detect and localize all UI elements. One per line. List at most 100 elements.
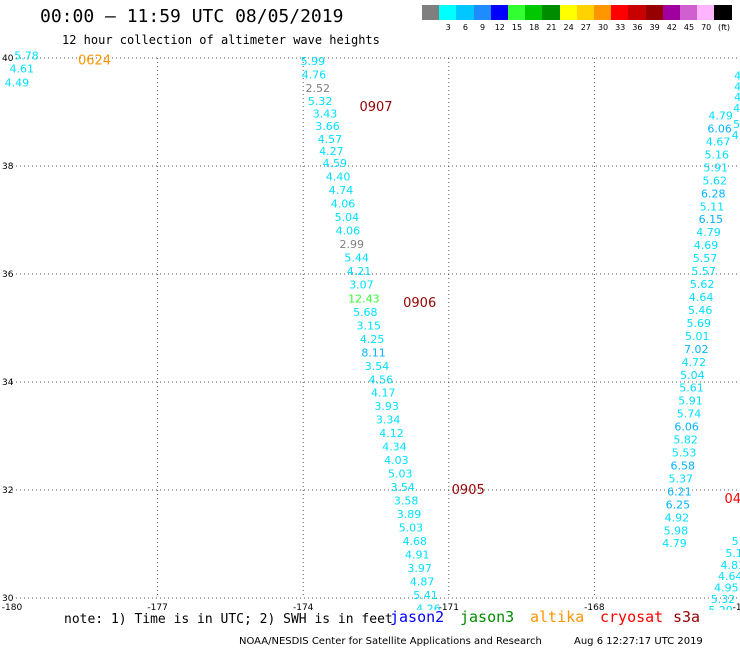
wave-height-value: 3.93 — [374, 400, 399, 413]
wave-height-value: 3.97 — [407, 562, 432, 575]
wave-height-value: 5.53 — [672, 447, 697, 460]
legend-unit-label: (ft) — [718, 23, 731, 32]
wave-height-value: 5.82 — [673, 434, 698, 447]
legend-label: 36 — [632, 23, 643, 32]
wave-height-value: 5.69 — [686, 317, 711, 330]
wave-height-value: 6.15 — [699, 213, 724, 226]
wave-height-value: 5.57 — [691, 265, 716, 278]
wave-height-value: 4.40 — [326, 171, 351, 184]
wave-height-value: 7.02 — [684, 343, 709, 356]
wave-height-value: 5.78 — [14, 50, 39, 63]
pass-time-label: 1 — [732, 609, 740, 610]
wave-height-value: 5.04 — [335, 211, 360, 224]
wave-height-value: 3.07 — [349, 279, 374, 292]
wave-height-value: 5.62 — [690, 278, 715, 291]
wave-height-value: 4.17 — [371, 387, 396, 400]
wave-height-value: 4 — [734, 70, 740, 83]
legend-swatch — [714, 5, 733, 20]
legend-label: 33 — [615, 23, 626, 32]
satellite-name-jason2: jason2 — [390, 608, 445, 626]
wave-height-value: 4.95 — [714, 582, 739, 595]
wave-height-value: 5.61 — [679, 382, 704, 395]
wave-height-value: 4.59 — [322, 157, 347, 170]
wave-height-value: 6.28 — [701, 187, 726, 200]
lon-tick-label: -171 — [439, 603, 459, 610]
wave-height-value: 4 — [732, 129, 739, 142]
legend-swatch — [542, 5, 561, 20]
lat-tick-label: 34 — [2, 378, 14, 388]
legend-label: 9 — [480, 23, 486, 32]
satellite-name-s3a: s3a — [673, 608, 701, 626]
legend-swatch — [473, 5, 492, 20]
wave-height-value: 5.62 — [703, 174, 728, 187]
legend-swatch — [439, 5, 458, 20]
legend-swatch — [594, 5, 612, 20]
legend-label: 21 — [546, 23, 557, 32]
wave-height-value: 5.32 — [711, 593, 736, 606]
wave-height-value: 3.58 — [394, 495, 419, 508]
legend-label: 3 — [445, 23, 451, 32]
wave-height-value: 6.06 — [707, 123, 732, 136]
wave-height-value: 4.12 — [379, 427, 404, 440]
wave-height-value: 5.98 — [664, 524, 689, 537]
wave-height-value: 5 — [733, 118, 740, 131]
legend-label: 15 — [511, 23, 523, 32]
pass-time-label: 04 — [724, 492, 740, 507]
legend-swatch — [680, 5, 698, 20]
wave-height-value: 4 — [734, 80, 740, 93]
lat-tick-label: 38 — [2, 162, 14, 172]
legend-swatch — [628, 5, 647, 20]
wave-height-value: 5.37 — [669, 472, 694, 485]
wave-height-value: 3.66 — [315, 120, 340, 133]
wave-height-value: 6.21 — [667, 485, 692, 498]
wave-height-value: 2.52 — [306, 82, 331, 95]
wave-height-value: 4.06 — [331, 198, 356, 211]
wave-height-value: 5.03 — [388, 468, 413, 481]
legend-label: 12 — [494, 23, 505, 32]
lon-tick-label: -16 — [733, 603, 740, 610]
wave-height-value: 4.21 — [347, 265, 372, 278]
wave-height-value: 4.25 — [360, 333, 385, 346]
wave-height-value: 5.41 — [413, 589, 438, 602]
wave-height-value: 4.64 — [689, 291, 714, 304]
legend-label: 70 — [701, 23, 712, 32]
legend-swatch — [576, 5, 595, 20]
legend-label: 42 — [666, 23, 677, 32]
wave-height-value: 4.92 — [665, 511, 690, 524]
wave-height-value: 5.16 — [704, 148, 729, 161]
legend-label: 45 — [683, 23, 695, 32]
wave-height-value: 4.76 — [302, 69, 327, 82]
legend-label: 24 — [563, 23, 574, 32]
wave-height-map[interactable]: -180-177-174-171-168-163032343638405.784… — [0, 0, 740, 610]
wave-height-value: 6.58 — [670, 459, 695, 472]
page-subtitle: 12 hour collection of altimeter wave hei… — [62, 33, 380, 47]
wave-height-value: 4.57 — [318, 133, 343, 146]
wave-height-value: 5.57 — [693, 252, 718, 265]
legend-label: 30 — [597, 23, 609, 32]
color-legend: 3 6 9 12 15 18 21 24 27 30 33 36 39 42 45 70 — [422, 5, 733, 35]
wave-height-value: 3.34 — [376, 414, 401, 427]
legend-swatch — [525, 5, 544, 20]
wave-height-value: 4.06 — [336, 225, 361, 238]
wave-height-value: 6.25 — [666, 498, 691, 511]
wave-height-value: 5.01 — [685, 330, 710, 343]
satellite-name-jason3: jason3 — [460, 608, 515, 626]
wave-height-value: 5.1 — [725, 547, 740, 560]
legend-label: 39 — [649, 23, 660, 32]
wave-height-value: 3.43 — [313, 107, 338, 120]
wave-height-value: 4.72 — [682, 356, 707, 369]
wave-height-value: 4.64 — [718, 570, 740, 583]
wave-height-value: 4.79 — [662, 537, 687, 550]
wave-height-value: 2.99 — [339, 238, 364, 251]
lat-tick-label: 40 — [2, 54, 14, 64]
wave-height-value: 5 — [732, 535, 739, 548]
page-title: 00:00 – 11:59 UTC 08/05/2019 — [40, 6, 344, 27]
wave-height-value: 4 — [734, 91, 740, 104]
credit-text: NOAA/NESDIS Center for Satellite Applica… — [239, 636, 542, 647]
wave-height-value: 5.44 — [344, 252, 369, 265]
wave-height-value: 5.46 — [688, 304, 713, 317]
legend-swatch — [508, 5, 526, 20]
pass-time-label: 0906 — [403, 296, 436, 311]
wave-height-value: 4.79 — [696, 226, 721, 239]
generated-timestamp: Aug 6 12:27:17 UTC 2019 — [574, 636, 703, 647]
